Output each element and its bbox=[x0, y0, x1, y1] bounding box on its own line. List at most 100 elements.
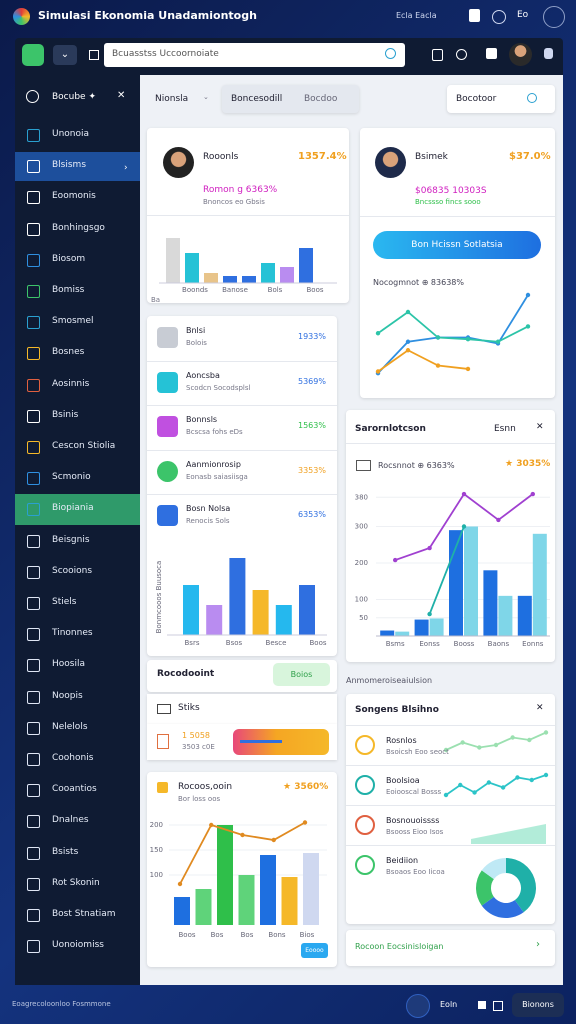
signal-title[interactable]: Bosnouoissss bbox=[386, 816, 440, 825]
sidebar-item[interactable]: Aosinnis bbox=[52, 378, 90, 389]
search-box[interactable] bbox=[104, 43, 405, 67]
sidebar-item[interactable]: Rot Skonin bbox=[52, 877, 100, 888]
action-button[interactable]: Bon Hcissn Sotlatsia bbox=[373, 231, 541, 259]
sidebar-item[interactable]: Cooantios bbox=[52, 784, 97, 795]
status-icon[interactable] bbox=[406, 994, 430, 1018]
signal-title[interactable]: Beidiion bbox=[386, 856, 419, 865]
line-point bbox=[460, 740, 465, 745]
x-label: Boonds bbox=[182, 286, 208, 294]
icon[interactable] bbox=[492, 10, 506, 24]
sidebar-item[interactable]: Blsisms bbox=[52, 160, 87, 171]
collapse-button[interactable]: ✕ bbox=[117, 90, 126, 101]
search-field[interactable] bbox=[447, 85, 555, 113]
sidebar-item[interactable]: Bost Stnatiam bbox=[52, 909, 116, 919]
sidebar-item[interactable]: Bomiss bbox=[52, 285, 85, 295]
search-icon[interactable] bbox=[527, 93, 537, 103]
item-subtitle: Scodcn Socodsplsl bbox=[186, 383, 251, 392]
sidebar-icon bbox=[27, 753, 40, 766]
dropdown-button[interactable]: ⌄ bbox=[53, 45, 77, 65]
sidebar-icon bbox=[27, 472, 40, 486]
sidebar-item[interactable]: Scmonio bbox=[52, 472, 91, 483]
chevron: ⌄ bbox=[203, 93, 209, 101]
footer-card[interactable] bbox=[346, 930, 555, 966]
sidebar-item[interactable]: Biopiania bbox=[52, 503, 94, 514]
line-point bbox=[510, 735, 515, 740]
line-point bbox=[477, 745, 482, 750]
line-point bbox=[240, 832, 245, 838]
sidebar-icon bbox=[27, 222, 40, 236]
x-label: Bsos bbox=[226, 639, 243, 647]
sidebar-item[interactable]: Hoosila bbox=[52, 659, 85, 670]
item-title[interactable]: Bnlsi bbox=[186, 326, 206, 335]
signals-card bbox=[346, 694, 555, 924]
status-button[interactable]: Bionons bbox=[512, 993, 564, 1017]
app-icon[interactable] bbox=[22, 44, 44, 66]
card-button[interactable]: Eoooo bbox=[301, 943, 328, 958]
x-tick-label: Eonss bbox=[419, 640, 440, 648]
divider bbox=[360, 216, 555, 217]
item-icon bbox=[157, 416, 178, 437]
bar bbox=[166, 238, 180, 283]
icon[interactable] bbox=[486, 48, 497, 59]
sidebar-icon bbox=[27, 409, 40, 423]
line-point bbox=[443, 747, 449, 753]
sidebar-item[interactable]: Scooions bbox=[52, 565, 93, 576]
legend-text: Rocsnnot ⊕ 6363% bbox=[378, 461, 455, 470]
item-title[interactable]: Bonnsls bbox=[186, 415, 218, 424]
dropdown[interactable] bbox=[222, 85, 359, 113]
combo-chart: 100 150 200 Boos Bos Bos Bons Bios bbox=[150, 820, 327, 939]
x-label: Boos bbox=[306, 286, 323, 294]
line-point bbox=[461, 524, 467, 529]
sidebar-item[interactable]: Dnalnes bbox=[52, 815, 89, 826]
icon[interactable] bbox=[432, 49, 443, 61]
chevron: › bbox=[124, 163, 128, 173]
sidebar-icon bbox=[27, 597, 40, 610]
tab[interactable]: Esnn bbox=[494, 424, 516, 434]
item-title[interactable]: Aoncsba bbox=[186, 370, 220, 380]
bar bbox=[223, 276, 237, 283]
sidebar-item[interactable]: Uonoiomiss bbox=[52, 940, 104, 951]
sidebar-item[interactable]: Bosnes bbox=[52, 347, 85, 358]
sidebar-item[interactable]: Bsists bbox=[52, 846, 79, 857]
profile-note: Bncssso fincs sooo bbox=[415, 198, 481, 206]
avatar bbox=[163, 147, 194, 178]
sidebar-item[interactable]: Smosmel bbox=[52, 316, 94, 327]
divider bbox=[147, 494, 337, 495]
sidebar-icon bbox=[27, 877, 40, 891]
icon[interactable] bbox=[493, 1001, 503, 1011]
item-title[interactable]: Bosn Nolsa bbox=[186, 504, 231, 513]
sidebar-item[interactable]: Bsinis bbox=[52, 409, 79, 420]
signal-icon bbox=[355, 855, 375, 875]
icon[interactable] bbox=[544, 48, 553, 59]
item-title[interactable]: Aanmionrosip bbox=[186, 459, 241, 469]
signal-title[interactable]: Boolsioa bbox=[386, 776, 420, 785]
sidebar-item[interactable]: Biosom bbox=[52, 253, 86, 264]
avatar[interactable] bbox=[509, 43, 532, 66]
profile-button[interactable] bbox=[543, 6, 565, 28]
sidebar-item[interactable]: Eoomonis bbox=[52, 191, 96, 202]
line-point bbox=[465, 337, 471, 342]
signal-subtitle: Eoiooscal Bosss bbox=[386, 788, 442, 796]
sidebar-item[interactable]: Stiels bbox=[52, 597, 77, 607]
sidebar-icon bbox=[27, 721, 40, 735]
sidebar-item[interactable]: Bonhingsgo bbox=[52, 222, 105, 233]
sidebar-item[interactable]: Beisgnis bbox=[52, 534, 90, 545]
close-button[interactable]: ✕ bbox=[536, 422, 544, 432]
icon[interactable] bbox=[456, 49, 467, 60]
icon[interactable] bbox=[469, 9, 480, 22]
line-point bbox=[515, 775, 520, 780]
sidebar-item[interactable]: Tinonnes bbox=[52, 628, 93, 639]
sidebar-item[interactable]: Noopis bbox=[52, 690, 83, 701]
sidebar-item[interactable]: Cescon Stiolia bbox=[52, 441, 116, 451]
icon[interactable] bbox=[478, 1001, 486, 1009]
line-point bbox=[525, 292, 531, 298]
section-button[interactable]: Boios bbox=[273, 663, 330, 686]
close-button[interactable]: ✕ bbox=[536, 703, 544, 713]
signal-title[interactable]: Rosnlos bbox=[386, 736, 417, 745]
dropdown[interactable] bbox=[147, 85, 219, 113]
sidebar-item[interactable]: Nelelols bbox=[52, 721, 88, 732]
sidebar-item[interactable]: Unonoia bbox=[52, 129, 90, 139]
search-icon[interactable] bbox=[385, 48, 396, 59]
mini-bar-chart: Boonds Banose Bols Boos bbox=[159, 238, 337, 294]
sidebar-item[interactable]: Coohonis bbox=[52, 753, 94, 763]
